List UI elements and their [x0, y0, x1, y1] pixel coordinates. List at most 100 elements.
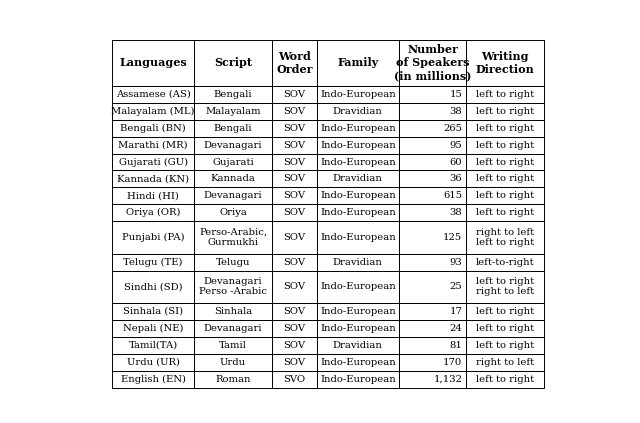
- Text: SOV: SOV: [284, 341, 305, 350]
- Bar: [317, 204, 399, 221]
- Bar: [112, 86, 195, 103]
- Text: SOV: SOV: [284, 124, 305, 133]
- Bar: [195, 320, 272, 337]
- Bar: [399, 40, 467, 86]
- Text: Indo-European: Indo-European: [320, 233, 396, 242]
- Bar: [467, 170, 544, 187]
- Bar: [467, 86, 544, 103]
- Bar: [272, 254, 317, 271]
- Text: Indo-European: Indo-European: [320, 124, 396, 133]
- Bar: [467, 337, 544, 354]
- Text: Dravidian: Dravidian: [333, 341, 383, 350]
- Bar: [195, 204, 272, 221]
- Text: Bengali: Bengali: [214, 124, 252, 133]
- Text: Dravidian: Dravidian: [333, 258, 383, 266]
- Text: SOV: SOV: [284, 90, 305, 99]
- Text: SOV: SOV: [284, 358, 305, 367]
- Text: Assamese (AS): Assamese (AS): [116, 90, 191, 99]
- Bar: [317, 137, 399, 154]
- Bar: [317, 120, 399, 137]
- Text: left to right: left to right: [476, 209, 534, 217]
- Text: Tamil: Tamil: [219, 341, 247, 350]
- Bar: [112, 137, 195, 154]
- Bar: [195, 303, 272, 320]
- Bar: [399, 187, 467, 204]
- Text: left-to-right: left-to-right: [476, 258, 534, 266]
- Bar: [399, 103, 467, 120]
- Bar: [195, 221, 272, 254]
- Text: Family: Family: [337, 57, 378, 68]
- Text: Dravidian: Dravidian: [333, 107, 383, 116]
- Text: Sinhala (SI): Sinhala (SI): [123, 307, 183, 316]
- Text: Nepali (NE): Nepali (NE): [123, 324, 184, 333]
- Bar: [399, 371, 467, 387]
- Text: Gujarati: Gujarati: [212, 157, 254, 167]
- Bar: [399, 271, 467, 303]
- Bar: [112, 271, 195, 303]
- Bar: [317, 154, 399, 170]
- Text: 265: 265: [444, 124, 462, 133]
- Bar: [272, 337, 317, 354]
- Text: Indo-European: Indo-European: [320, 90, 396, 99]
- Bar: [467, 204, 544, 221]
- Bar: [272, 320, 317, 337]
- Text: left to right: left to right: [476, 191, 534, 201]
- Bar: [195, 254, 272, 271]
- Bar: [272, 86, 317, 103]
- Bar: [467, 187, 544, 204]
- Bar: [399, 354, 467, 371]
- Bar: [467, 40, 544, 86]
- Bar: [467, 120, 544, 137]
- Bar: [195, 154, 272, 170]
- Bar: [467, 137, 544, 154]
- Text: left to right: left to right: [476, 341, 534, 350]
- Text: SVO: SVO: [284, 375, 305, 384]
- Bar: [195, 337, 272, 354]
- Text: left to right: left to right: [476, 174, 534, 184]
- Text: Punjabi (PA): Punjabi (PA): [122, 233, 184, 242]
- Bar: [467, 271, 544, 303]
- Bar: [467, 103, 544, 120]
- Bar: [195, 137, 272, 154]
- Text: 1,132: 1,132: [433, 375, 462, 384]
- Text: Sindhi (SD): Sindhi (SD): [124, 282, 182, 291]
- Bar: [112, 154, 195, 170]
- Bar: [195, 120, 272, 137]
- Bar: [399, 320, 467, 337]
- Bar: [467, 371, 544, 387]
- Text: Tamil(TA): Tamil(TA): [129, 341, 178, 350]
- Text: Devanagari
Perso -Arabic: Devanagari Perso -Arabic: [199, 277, 267, 297]
- Bar: [272, 154, 317, 170]
- Bar: [399, 204, 467, 221]
- Bar: [112, 204, 195, 221]
- Text: 36: 36: [450, 174, 462, 184]
- Bar: [272, 371, 317, 387]
- Text: 38: 38: [450, 107, 462, 116]
- Text: Marathi (MR): Marathi (MR): [118, 140, 188, 150]
- Bar: [317, 40, 399, 86]
- Bar: [272, 170, 317, 187]
- Bar: [272, 40, 317, 86]
- Text: SOV: SOV: [284, 191, 305, 201]
- Text: Telugu (TE): Telugu (TE): [124, 258, 183, 266]
- Text: right to left: right to left: [476, 358, 534, 367]
- Bar: [112, 40, 195, 86]
- Text: left to right
right to left: left to right right to left: [476, 277, 534, 297]
- Bar: [195, 271, 272, 303]
- Bar: [317, 354, 399, 371]
- Bar: [399, 221, 467, 254]
- Bar: [195, 354, 272, 371]
- Text: left to right: left to right: [476, 124, 534, 133]
- Text: 38: 38: [450, 209, 462, 217]
- Bar: [467, 254, 544, 271]
- Bar: [317, 320, 399, 337]
- Text: Oriya (OR): Oriya (OR): [126, 208, 180, 217]
- Text: Kannada (KN): Kannada (KN): [117, 174, 189, 184]
- Bar: [272, 221, 317, 254]
- Text: 25: 25: [450, 282, 462, 291]
- Bar: [112, 303, 195, 320]
- Bar: [317, 271, 399, 303]
- Text: left to right: left to right: [476, 140, 534, 150]
- Bar: [272, 354, 317, 371]
- Bar: [467, 320, 544, 337]
